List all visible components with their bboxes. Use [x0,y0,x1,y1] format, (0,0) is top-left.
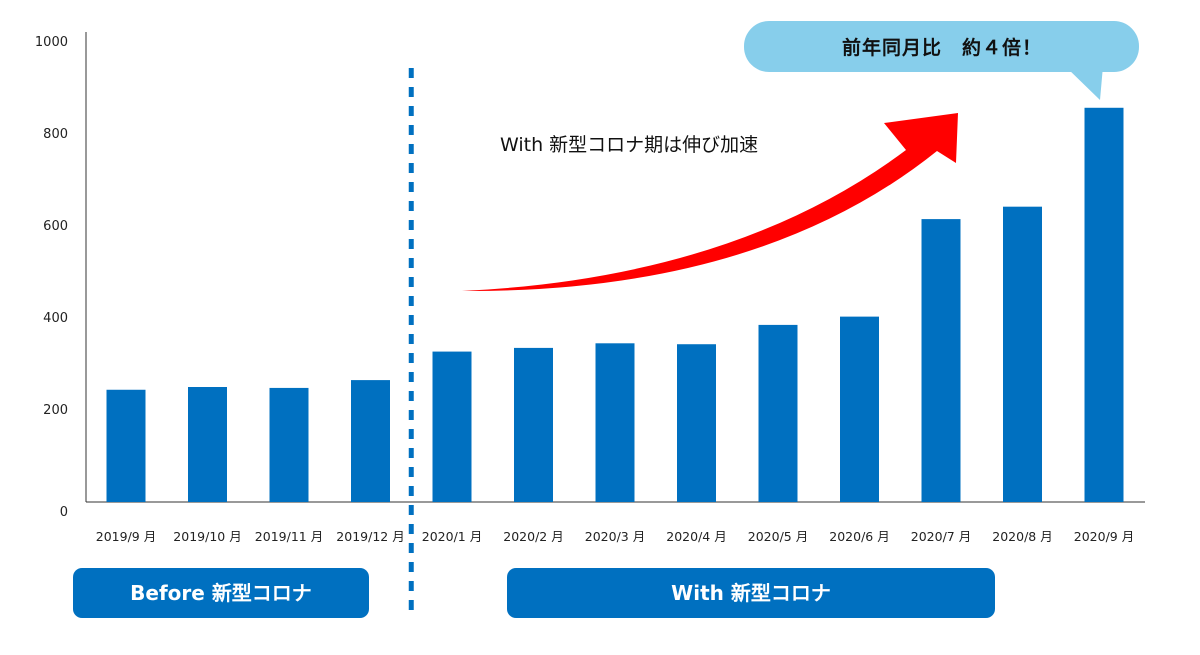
x-tick-label: 2020/8 月 [992,529,1052,544]
y-tick-label: 400 [43,311,68,326]
x-tick-label: 2020/4 月 [666,529,726,544]
x-tick-label: 2020/5 月 [748,529,808,544]
callout-bubble: 前年同月比 約４倍！ [744,21,1139,100]
bar [1084,107,1124,502]
x-tick-label: 2019/10 月 [173,529,241,544]
period-before-label: Before 新型コロナ [130,581,312,605]
x-tick-label: 2019/11 月 [255,529,323,544]
bar [269,387,309,502]
x-tick-label: 2020/3 月 [585,529,645,544]
bar [677,344,716,502]
x-tick-label: 2020/7 月 [911,529,971,544]
x-tick-label: 2020/9 月 [1074,529,1134,544]
y-tick-label: 0 [60,505,68,520]
bar [188,387,227,502]
growth-arrow [462,113,958,292]
callout-text: 前年同月比 約４倍！ [842,36,1042,59]
bar [432,351,472,502]
bar [840,316,879,502]
period-with: With 新型コロナ [507,568,995,618]
y-axis: 0 200 400 600 800 1000 [35,32,1145,520]
y-tick-label: 1000 [35,35,68,50]
x-tick-label: 2019/9 月 [96,529,156,544]
x-axis-ticks: 2019/9 月 2019/10 月 2019/11 月 2019/12 月 2020/… [96,529,1134,544]
bar [351,380,390,502]
period-before: Before 新型コロナ [73,568,369,618]
bar [106,389,146,502]
x-tick-label: 2020/6 月 [829,529,889,544]
x-tick-label: 2019/12 月 [336,529,404,544]
x-tick-label: 2020/2 月 [503,529,563,544]
bars [106,107,1124,502]
y-tick-label: 200 [43,403,68,418]
period-with-label: With 新型コロナ [671,581,831,605]
bar [758,324,798,502]
y-tick-label: 600 [43,219,68,234]
bar [595,343,635,502]
bar [514,347,553,502]
bar [1003,206,1042,502]
x-tick-label: 2020/1 月 [422,529,482,544]
bar [921,219,961,502]
arrow-annotation: With 新型コロナ期は伸び加速 [500,134,758,156]
y-tick-label: 800 [43,127,68,142]
